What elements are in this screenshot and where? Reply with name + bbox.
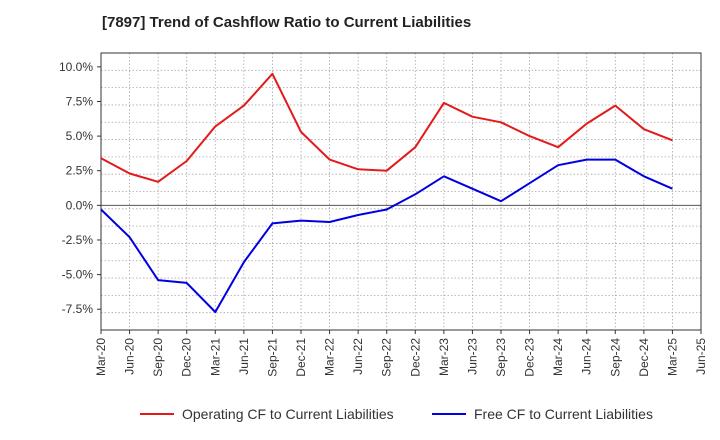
x-tick-label: Sep-23 xyxy=(494,338,508,377)
x-tick-label: Mar-22 xyxy=(323,338,337,376)
y-tick-label: 5.0% xyxy=(66,129,94,143)
y-tick-label: 7.5% xyxy=(66,94,94,108)
legend-label-operating-cf: Operating CF to Current Liabilities xyxy=(182,406,394,422)
x-tick-label: Jun-22 xyxy=(351,338,365,375)
x-tick-label: Mar-24 xyxy=(551,338,565,376)
y-tick-label: 2.5% xyxy=(66,164,94,178)
x-tick-label: Jun-23 xyxy=(465,338,479,375)
x-tick-label: Jun-25 xyxy=(694,338,708,375)
x-tick-label: Mar-21 xyxy=(208,338,222,376)
x-tick-label: Dec-24 xyxy=(637,338,651,377)
plot-border xyxy=(100,52,702,331)
operating-cf-series-line xyxy=(100,72,673,183)
x-tick-label: Dec-20 xyxy=(180,338,194,377)
x-tick-label: Jun-21 xyxy=(237,338,251,375)
x-tick-label: Sep-20 xyxy=(151,338,165,377)
x-tick-label: Dec-23 xyxy=(523,338,537,377)
x-tick-label: Mar-23 xyxy=(437,338,451,376)
legend-label-free-cf: Free CF to Current Liabilities xyxy=(474,406,653,422)
x-tick-label: Sep-24 xyxy=(608,338,622,377)
y-tick-label: -2.5% xyxy=(62,233,94,247)
x-tick-label: Mar-20 xyxy=(94,338,108,376)
x-tick-label: Jun-24 xyxy=(580,338,594,375)
plot-frame xyxy=(100,52,702,331)
series-lines xyxy=(100,72,673,313)
legend: Operating CF to Current Liabilities Free … xyxy=(140,406,653,422)
x-tick-label: Sep-22 xyxy=(380,338,394,377)
y-tick-label: 0.0% xyxy=(66,198,94,212)
y-tick-label: 10.0% xyxy=(59,60,93,74)
y-tick-label: -5.0% xyxy=(62,268,94,282)
free-cf-series-line xyxy=(100,158,673,313)
x-tick-label: Sep-21 xyxy=(265,338,279,377)
y-tick-label: -7.5% xyxy=(62,302,94,316)
chart-title: [7897] Trend of Cashflow Ratio to Curren… xyxy=(102,14,472,31)
x-tick-label: Dec-22 xyxy=(408,338,422,377)
x-tick-label: Mar-25 xyxy=(665,338,679,376)
x-tick-label: Dec-21 xyxy=(294,338,308,377)
x-tick-label: Jun-20 xyxy=(123,338,137,375)
y-tick-labels: 10.0% 7.5% 5.0% 2.5% 0.0% -2.5% -5.0% -7.5% xyxy=(59,60,101,316)
x-tick-labels: Mar-20 Jun-20 Sep-20 Dec-20 Mar-21 Jun-21 Sep-… xyxy=(94,330,708,377)
